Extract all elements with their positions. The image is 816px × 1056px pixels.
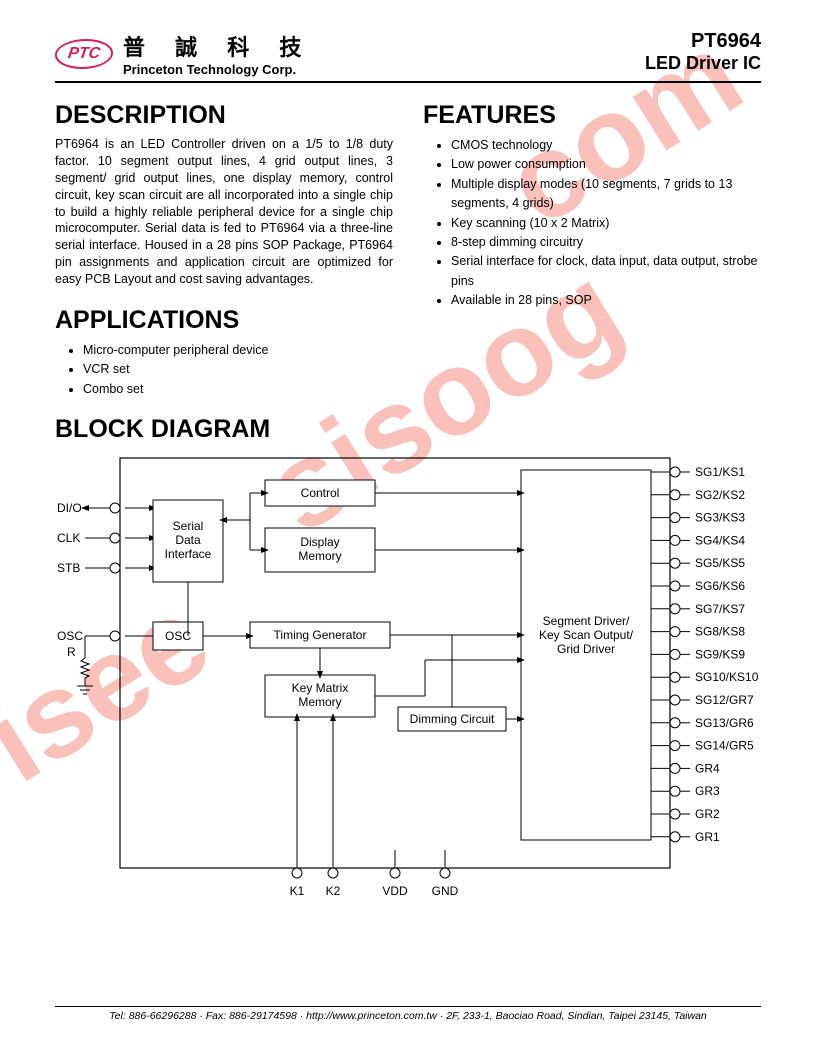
list-item: Key scanning (10 x 2 Matrix)	[451, 214, 761, 233]
list-item: 8-step dimming circuitry	[451, 233, 761, 252]
ptc-logo-icon: PTC	[53, 39, 115, 69]
applications-heading: APPLICATIONS	[55, 306, 393, 335]
svg-text:Interface: Interface	[165, 547, 212, 561]
svg-text:Display: Display	[300, 535, 339, 549]
svg-text:GR2: GR2	[695, 807, 720, 821]
svg-text:Control: Control	[301, 486, 340, 500]
features-list: CMOS technology Low power consumption Mu…	[423, 136, 761, 310]
company-cn-name: 普 誠 科 技	[123, 30, 313, 62]
description-body: PT6964 is an LED Controller driven on a …	[55, 136, 393, 288]
svg-text:DI/O: DI/O	[57, 501, 82, 515]
page-footer: Tel: 886-66296288 · Fax: 886-29174598 · …	[55, 1006, 761, 1022]
svg-text:GR4: GR4	[695, 761, 720, 775]
svg-text:SG8/KS8: SG8/KS8	[695, 625, 745, 639]
list-item: Serial interface for clock, data input, …	[451, 252, 761, 291]
svg-text:OSC: OSC	[57, 629, 83, 643]
svg-text:SG3/KS3: SG3/KS3	[695, 511, 745, 525]
svg-text:R: R	[67, 645, 76, 659]
svg-text:Memory: Memory	[298, 695, 341, 709]
list-item: CMOS technology	[451, 136, 761, 155]
svg-text:K1: K1	[290, 884, 305, 898]
page-header: PTC 普 誠 科 技 Princeton Technology Corp. P…	[55, 30, 761, 83]
applications-list: Micro-computer peripheral device VCR set…	[55, 341, 393, 399]
svg-text:SG10/KS10: SG10/KS10	[695, 670, 759, 684]
block-diagram: DI/O CLK STB OSC R SG1/KS1 SG2/KS2 SG3/KS3 SG4/…	[55, 450, 761, 905]
svg-text:Timing Generator: Timing Generator	[274, 628, 367, 642]
svg-text:SG13/GR6: SG13/GR6	[695, 716, 754, 730]
svg-text:SG7/KS7: SG7/KS7	[695, 602, 745, 616]
svg-text:STB: STB	[57, 561, 80, 575]
svg-text:SG14/GR5: SG14/GR5	[695, 739, 754, 753]
part-number: PT6964	[645, 30, 761, 53]
svg-text:SG4/KS4: SG4/KS4	[695, 533, 745, 547]
svg-text:Key Scan Output/: Key Scan Output/	[539, 628, 634, 642]
svg-text:SG5/KS5: SG5/KS5	[695, 556, 745, 570]
svg-text:OSC: OSC	[165, 629, 191, 643]
svg-text:SG6/KS6: SG6/KS6	[695, 579, 745, 593]
list-item: Combo set	[83, 380, 393, 399]
logo-group: PTC 普 誠 科 技 Princeton Technology Corp.	[55, 30, 313, 77]
svg-text:CLK: CLK	[57, 531, 80, 545]
svg-text:GR1: GR1	[695, 830, 720, 844]
description-heading: DESCRIPTION	[55, 101, 393, 130]
part-description: LED Driver IC	[645, 53, 761, 74]
svg-text:Key Matrix: Key Matrix	[292, 681, 349, 695]
svg-text:SG12/GR7: SG12/GR7	[695, 693, 754, 707]
list-item: VCR set	[83, 360, 393, 379]
svg-text:Grid Driver: Grid Driver	[557, 642, 615, 656]
company-en-name: Princeton Technology Corp.	[123, 62, 313, 77]
svg-text:GR3: GR3	[695, 784, 720, 798]
footer-text: Tel: 886-66296288 · Fax: 886-29174598 · …	[109, 1010, 707, 1022]
svg-text:VDD: VDD	[382, 884, 408, 898]
list-item: Micro-computer peripheral device	[83, 341, 393, 360]
list-item: Available in 28 pins, SOP	[451, 291, 761, 310]
svg-text:SG9/KS9: SG9/KS9	[695, 647, 745, 661]
svg-text:SG2/KS2: SG2/KS2	[695, 488, 745, 502]
svg-text:GND: GND	[432, 884, 459, 898]
block-diagram-heading: BLOCK DIAGRAM	[55, 415, 761, 444]
svg-text:K2: K2	[326, 884, 341, 898]
list-item: Low power consumption	[451, 155, 761, 174]
svg-text:Memory: Memory	[298, 549, 341, 563]
header-right: PT6964 LED Driver IC	[645, 30, 761, 74]
svg-text:Data: Data	[175, 533, 201, 547]
svg-text:SG1/KS1: SG1/KS1	[695, 465, 745, 479]
svg-text:Segment Driver/: Segment Driver/	[543, 614, 630, 628]
features-heading: FEATURES	[423, 101, 761, 130]
svg-text:Serial: Serial	[173, 519, 204, 533]
svg-text:Dimming Circuit: Dimming Circuit	[410, 712, 495, 726]
list-item: Multiple display modes (10 segments, 7 g…	[451, 175, 761, 214]
